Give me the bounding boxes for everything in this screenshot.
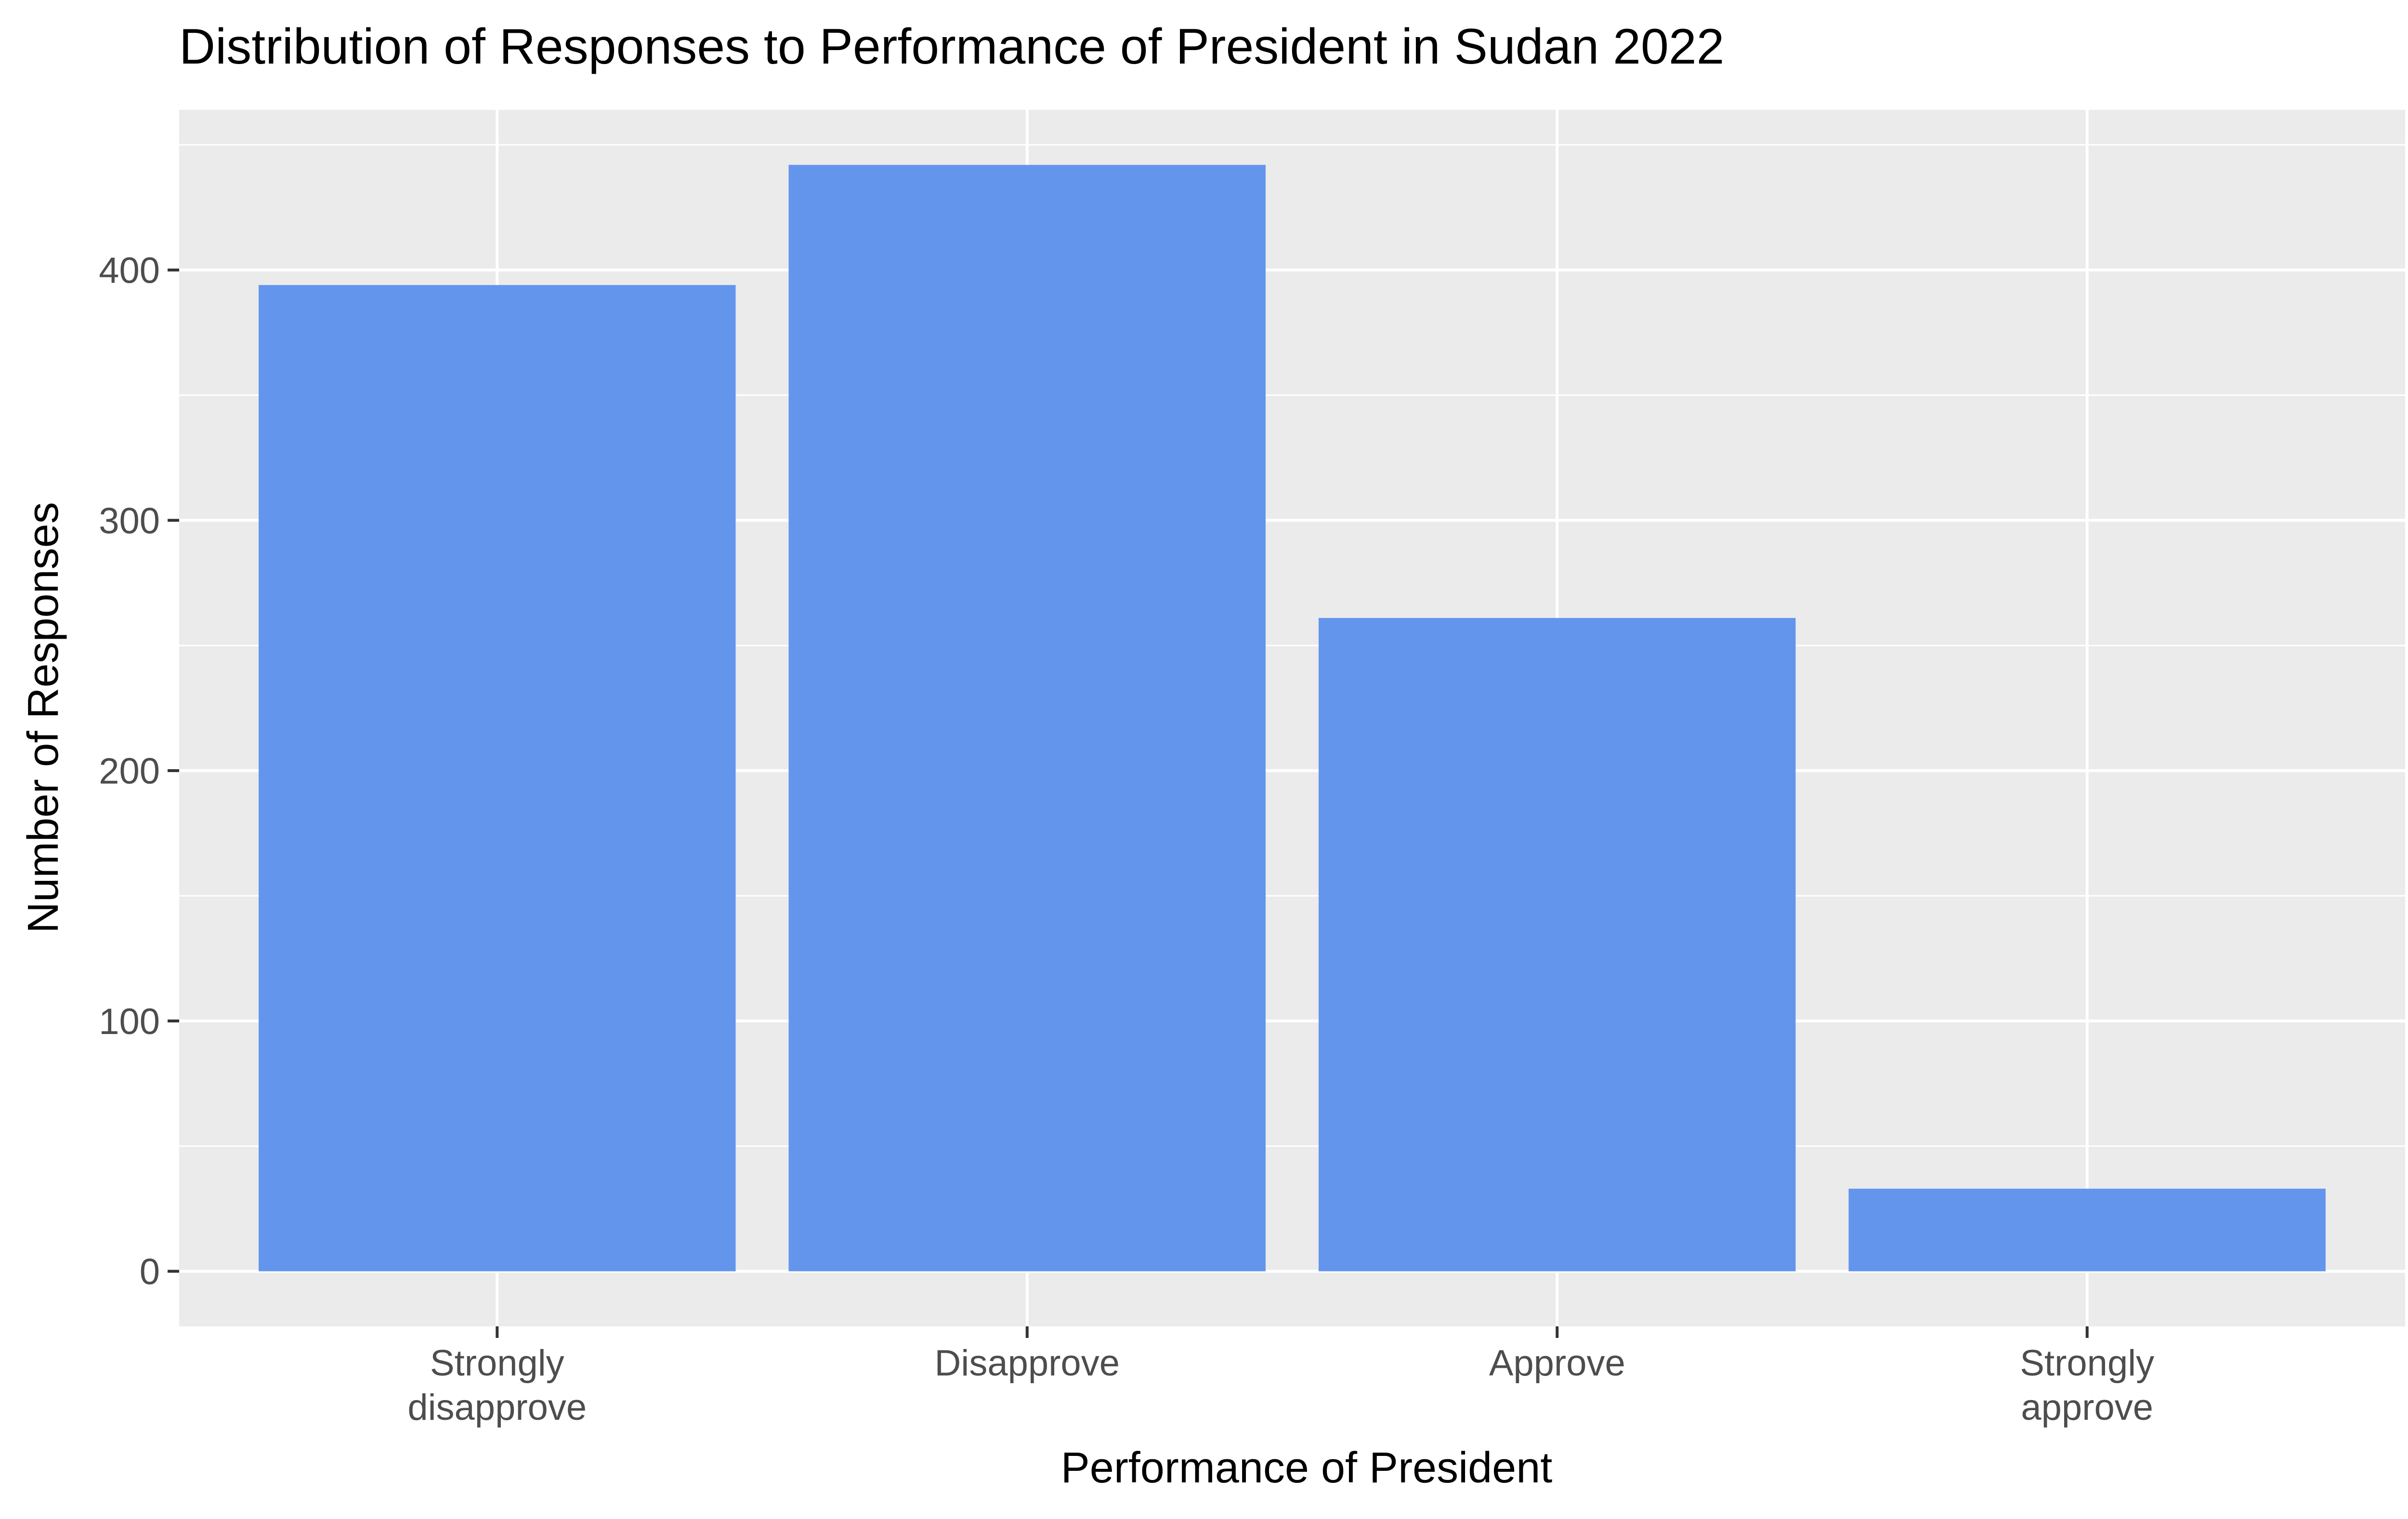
x-axis: Strongly disapprove Disapprove Approve Stron… xyxy=(407,1326,2154,1428)
bars xyxy=(259,165,2326,1271)
x-tick-label: Strongly disapprove xyxy=(407,1343,587,1428)
y-axis-title: Number of Responses xyxy=(19,502,67,933)
x-tick-label: Approve xyxy=(1489,1343,1625,1384)
y-tick-label: 300 xyxy=(99,500,160,541)
y-tick-label: 100 xyxy=(99,1001,160,1042)
x-axis-title: Performance of President xyxy=(1061,1444,1553,1492)
y-tick-label: 200 xyxy=(99,751,160,792)
y-tick-label: 400 xyxy=(99,250,160,291)
bar-strongly-disapprove xyxy=(259,285,736,1271)
y-axis: 0 100 200 300 400 xyxy=(99,250,179,1293)
x-tick-label: Disapprove xyxy=(935,1343,1120,1384)
chart-title: Distribution of Responses to Performance… xyxy=(179,19,1725,75)
x-tick-label: Strongly approve xyxy=(2020,1343,2154,1428)
bar-strongly-approve xyxy=(1848,1189,2326,1271)
bar-disapprove xyxy=(788,165,1266,1271)
y-tick-label: 0 xyxy=(140,1252,160,1293)
bar-approve xyxy=(1319,618,1796,1271)
